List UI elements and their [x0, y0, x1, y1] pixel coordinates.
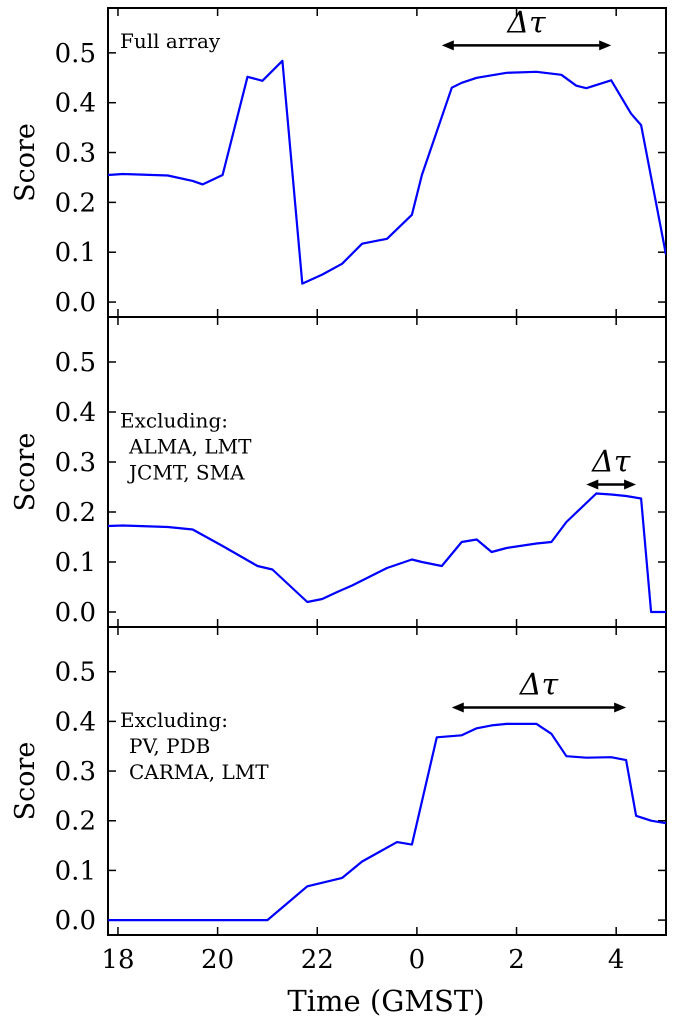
panel-bottom: 0.0 0.1 0.2 0.3 0.4 0.5 Score Excluding:PV, PDB… [10, 626, 667, 936]
y-tick-label: 0.0 [55, 288, 96, 318]
delta-tau-label: Δτ [506, 5, 546, 40]
y-tick-label: 0.1 [55, 238, 96, 268]
panel-annotation-line: Excluding: [120, 708, 228, 732]
y-tick-label: 0.4 [55, 89, 96, 119]
y-tick-label: 0.3 [55, 757, 96, 787]
x-axis-label: Time (GMST) [287, 984, 484, 1018]
delta-tau-label: Δτ [591, 445, 631, 480]
panel-annotation-line: CARMA, LMT [129, 760, 269, 784]
series-line-top [108, 59, 666, 285]
y-tick-label: 0.4 [55, 398, 96, 428]
panel-frame [107, 626, 667, 936]
x-axis: 18 20 22 0 2 4 [101, 945, 624, 975]
y-tick-label: 0.2 [55, 188, 96, 218]
panel-annotation-line: JCMT, SMA [127, 461, 245, 485]
y-tick-label: 0.3 [55, 139, 96, 169]
y-tick-label: 0.1 [55, 548, 96, 578]
panel-annotation-line: ALMA, LMT [128, 435, 252, 459]
series-line-middle [108, 492, 666, 614]
y-axis-label: Score [10, 123, 41, 202]
panel-top: 0.0 0.1 0.2 0.3 0.4 0.5 Score Full array Δτ [10, 5, 667, 318]
delta-tau-arrow-right-head [614, 702, 627, 713]
y-tick-label: 0.2 [55, 807, 96, 837]
y-axis-label: Score [10, 433, 41, 512]
delta-tau-arrow-left-head [441, 40, 454, 51]
panel-middle: 0.0 0.1 0.2 0.3 0.4 0.5 Score Excluding:ALMA, L… [10, 316, 667, 628]
y-tick-label: 0.5 [55, 348, 96, 378]
y-tick-label: 0.5 [55, 658, 96, 688]
x-tick-label: 22 [301, 945, 334, 975]
panel-annotation-line: PV, PDB [129, 734, 210, 758]
y-tick-label: 0.2 [55, 498, 96, 528]
x-tick-label: 18 [101, 945, 134, 975]
delta-tau-arrow-left-head [586, 479, 599, 490]
y-axis-label: Score [10, 742, 41, 821]
delta-tau-arrow-right-head [624, 479, 637, 490]
y-tick-label: 0.0 [55, 598, 96, 628]
y-tick-label: 0.5 [55, 39, 96, 69]
delta-tau-arrow-right-head [599, 40, 612, 51]
x-tick-label: 20 [201, 945, 234, 975]
y-tick-label: 0.4 [55, 707, 96, 737]
y-tick-label: 0.0 [55, 906, 96, 936]
panel-frame [107, 7, 667, 318]
series-line-bottom [108, 722, 666, 922]
delta-tau-arrow-left-head [451, 702, 464, 713]
y-tick-label: 0.3 [55, 448, 96, 478]
x-tick-label: 4 [608, 945, 625, 975]
x-tick-label: 2 [508, 945, 525, 975]
y-tick-label: 0.1 [55, 856, 96, 886]
panel-annotation-line: Excluding: [120, 409, 228, 433]
x-tick-label: 0 [409, 945, 426, 975]
panel-annotation-line: Full array [120, 29, 221, 53]
delta-tau-label: Δτ [519, 667, 559, 702]
